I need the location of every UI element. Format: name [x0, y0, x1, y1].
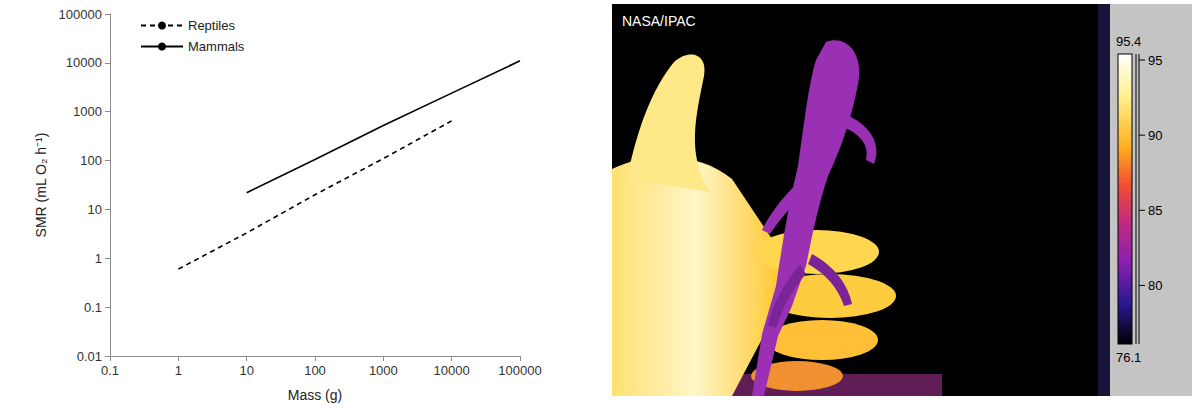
svg-text:0.01: 0.01 — [77, 349, 102, 364]
svg-text:80: 80 — [1148, 278, 1162, 293]
svg-text:100: 100 — [80, 153, 102, 168]
svg-text:NASA/IPAC: NASA/IPAC — [622, 13, 696, 29]
svg-text:1000: 1000 — [369, 363, 398, 378]
svg-text:1: 1 — [95, 251, 102, 266]
svg-text:Mammals: Mammals — [188, 39, 245, 54]
svg-text:0.1: 0.1 — [101, 363, 119, 378]
svg-text:100: 100 — [304, 363, 326, 378]
svg-text:100000: 100000 — [59, 7, 102, 22]
svg-text:90: 90 — [1148, 128, 1162, 143]
svg-text:10: 10 — [239, 363, 253, 378]
svg-text:10000: 10000 — [434, 363, 470, 378]
svg-text:100000: 100000 — [498, 363, 541, 378]
svg-text:Reptiles: Reptiles — [188, 18, 235, 33]
svg-text:85: 85 — [1148, 203, 1162, 218]
svg-text:0.1: 0.1 — [84, 300, 102, 315]
svg-text:95.4: 95.4 — [1116, 34, 1141, 49]
svg-text:SMR (mL O₂ h⁻¹): SMR (mL O₂ h⁻¹) — [33, 133, 49, 238]
svg-text:1000: 1000 — [73, 104, 102, 119]
svg-text:1: 1 — [175, 363, 182, 378]
svg-text:10000: 10000 — [66, 55, 102, 70]
svg-text:10: 10 — [88, 202, 102, 217]
svg-text:95: 95 — [1148, 53, 1162, 68]
svg-text:Mass (g): Mass (g) — [288, 387, 342, 403]
svg-text:76.1: 76.1 — [1116, 350, 1141, 365]
